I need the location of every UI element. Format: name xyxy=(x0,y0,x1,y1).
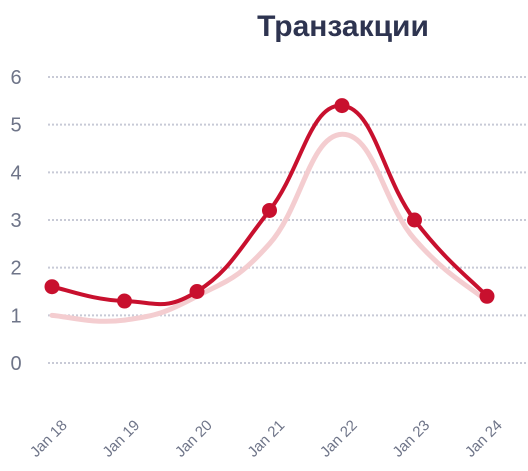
data-point xyxy=(189,284,205,299)
grid-layer xyxy=(48,76,528,364)
y-tick-label: 3 xyxy=(10,210,21,232)
y-tick-label: 0 xyxy=(10,353,21,375)
y-tick-label: 5 xyxy=(10,115,21,137)
x-tick-label: Jan 20 xyxy=(172,417,216,461)
series-line-2 xyxy=(49,131,490,324)
chart-title: Транзакции xyxy=(257,10,429,43)
y-axis: 0 1 2 3 4 5 6 xyxy=(10,67,21,375)
x-tick-label: Jan 21 xyxy=(244,417,288,461)
data-point xyxy=(44,279,60,295)
y-tick-label: 6 xyxy=(10,67,21,89)
x-axis: Jan 18 Jan 19 Jan 20 Jan 21 Jan 22 Jan 23 Jan … xyxy=(27,417,506,461)
y-tick-label: 2 xyxy=(10,258,21,280)
x-tick-label: Jan 22 xyxy=(317,417,361,461)
x-tick-label: Jan 19 xyxy=(99,417,143,461)
data-point xyxy=(334,98,350,114)
x-tick-label: Jan 23 xyxy=(389,417,433,461)
data-point xyxy=(407,212,422,228)
data-point xyxy=(262,202,277,218)
x-tick-label: Jan 24 xyxy=(462,417,506,461)
x-tick-label: Jan 18 xyxy=(27,417,71,461)
data-point xyxy=(479,288,495,304)
y-tick-label: 4 xyxy=(10,162,21,184)
data-point xyxy=(117,293,132,309)
y-tick-label: 1 xyxy=(10,305,21,327)
series-layer xyxy=(44,98,495,324)
